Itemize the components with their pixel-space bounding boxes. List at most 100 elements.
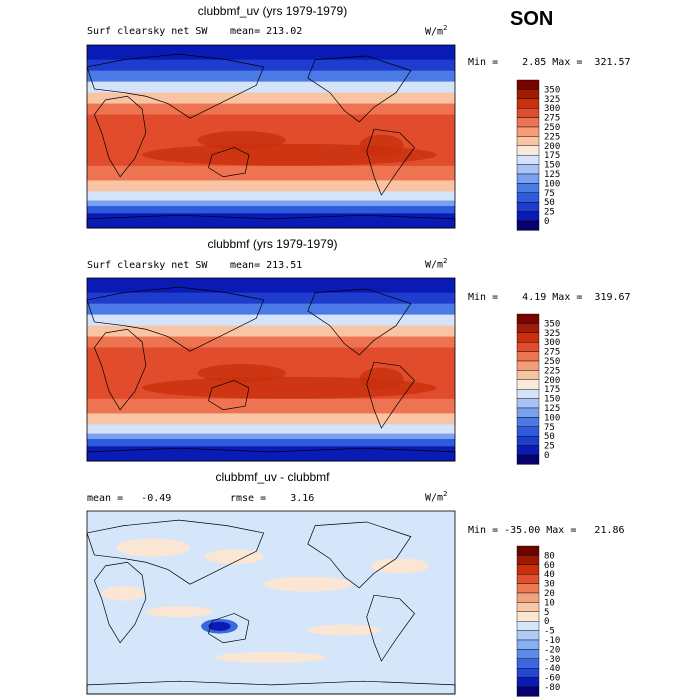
coastline (208, 613, 250, 644)
colorbar-box (516, 658, 540, 669)
colorbar-box (516, 351, 540, 362)
map-band (87, 314, 455, 327)
coastline (86, 519, 265, 585)
map-band (87, 191, 455, 202)
colorbar-box (516, 136, 540, 147)
colorbar-box (516, 417, 540, 428)
colorbar-box (516, 98, 540, 109)
colorbar-box (516, 583, 540, 594)
map-band (87, 103, 455, 116)
diff-positive-patch (370, 558, 430, 574)
coastline (208, 380, 250, 411)
colorbar-box (516, 545, 540, 556)
colorbar-box (516, 108, 540, 118)
panel-1-title: clubbmf_uv (yrs 1979-1979) (197, 4, 348, 18)
panel-2-title: clubbmf (yrs 1979-1979) (207, 237, 338, 251)
map-band (87, 413, 455, 425)
panel-2-map (86, 277, 456, 462)
colorbar-box (516, 323, 540, 333)
colorbar-box (516, 117, 540, 128)
colorbar-box (516, 630, 540, 641)
map-frame (86, 277, 456, 462)
diff-positive-patch (116, 538, 191, 557)
colorbar-box (516, 388, 540, 399)
colorbar-tick-label: 5 (544, 608, 549, 618)
colorbar-tick-label: 0 (544, 217, 549, 227)
colorbar-tick-label: 0 (544, 451, 549, 461)
colorbar-box (516, 192, 540, 203)
colorbar-tick-label: 25 (544, 208, 555, 218)
colorbar-tick-label: 325 (544, 329, 560, 339)
diff-positive-patch (215, 651, 327, 663)
colorbar-tick-label: -60 (544, 674, 560, 684)
colorbar-box (516, 445, 540, 456)
map-band (87, 433, 455, 440)
panel-1-variable: Surf clearsky net SW (87, 26, 208, 37)
colorbar-tick-label: -20 (544, 645, 560, 655)
map-band (87, 292, 455, 305)
colorbar-box (516, 564, 540, 575)
map-band (87, 303, 455, 316)
colorbar-box (516, 398, 540, 409)
map-band (87, 336, 455, 349)
map-band (87, 165, 455, 181)
colorbar-tick-label: 25 (544, 442, 555, 452)
map-frame (86, 510, 456, 695)
map-band (87, 439, 455, 447)
colorbar-box (516, 360, 540, 371)
coastline (93, 561, 147, 644)
diff-positive-patch (263, 576, 352, 592)
colorbar-box (516, 370, 540, 381)
colorbar-tick-label: 0 (544, 617, 549, 627)
coastline (307, 55, 412, 123)
colorbar-box (516, 342, 540, 352)
diff-positive-patch (204, 549, 264, 565)
colorbar-box (516, 639, 540, 650)
colorbar-tick-label: 50 (544, 198, 555, 208)
colorbar-tick-label: 80 (544, 551, 555, 561)
colorbar-tick-label: 125 (544, 170, 560, 180)
panel-1-minmax: Min = 2.85 Max = 321.57 (468, 57, 631, 68)
map-band (87, 213, 455, 229)
colorbar-box (516, 611, 540, 622)
map-high-zone (359, 134, 404, 157)
colorbar-box (516, 332, 540, 343)
panel-2-minmax: Min = 4.19 Max = 319.67 (468, 292, 631, 303)
coastline (366, 594, 415, 662)
colorbar-tick-label: -10 (544, 636, 560, 646)
coastline (307, 288, 412, 356)
panel-3-units: W/m2 (425, 490, 448, 504)
colorbar-box (516, 211, 540, 222)
colorbar-tick-label: -30 (544, 655, 560, 665)
panel-2-units: W/m2 (425, 257, 448, 271)
colorbar-tick-label: 200 (544, 142, 560, 152)
colorbar-box (516, 602, 540, 613)
colorbar-tick-label: 40 (544, 570, 555, 580)
colorbar-tick-label: 100 (544, 179, 560, 189)
colorbar-box (516, 555, 540, 565)
coastline (93, 95, 147, 178)
season-label: SON (510, 8, 554, 30)
map-frame (86, 44, 456, 229)
panel-3-title: clubbmf_uv - clubbmf (215, 470, 330, 484)
panel-3-minmax: Min = -35.00 Max = 21.86 (468, 525, 625, 536)
colorbar-tick-label: 300 (544, 104, 560, 114)
map-band (87, 424, 455, 435)
colorbar-tick-label: 325 (544, 95, 560, 105)
diff-positive-patch (101, 586, 146, 601)
colorbar-tick-label: 20 (544, 589, 555, 599)
colorbar-box (516, 220, 540, 231)
map-band (87, 206, 455, 214)
map-band (87, 325, 455, 338)
coastline (366, 361, 415, 429)
colorbar-tick-label: 125 (544, 404, 560, 414)
coastline (208, 147, 250, 178)
map-high-zone (359, 367, 404, 390)
colorbar-tick-label: 300 (544, 338, 560, 348)
colorbar-box (516, 677, 540, 688)
panel-1-mean: mean= 213.02 (230, 26, 303, 37)
panel-3-map (86, 510, 456, 695)
panel-1-units: W/m2 (425, 24, 448, 38)
